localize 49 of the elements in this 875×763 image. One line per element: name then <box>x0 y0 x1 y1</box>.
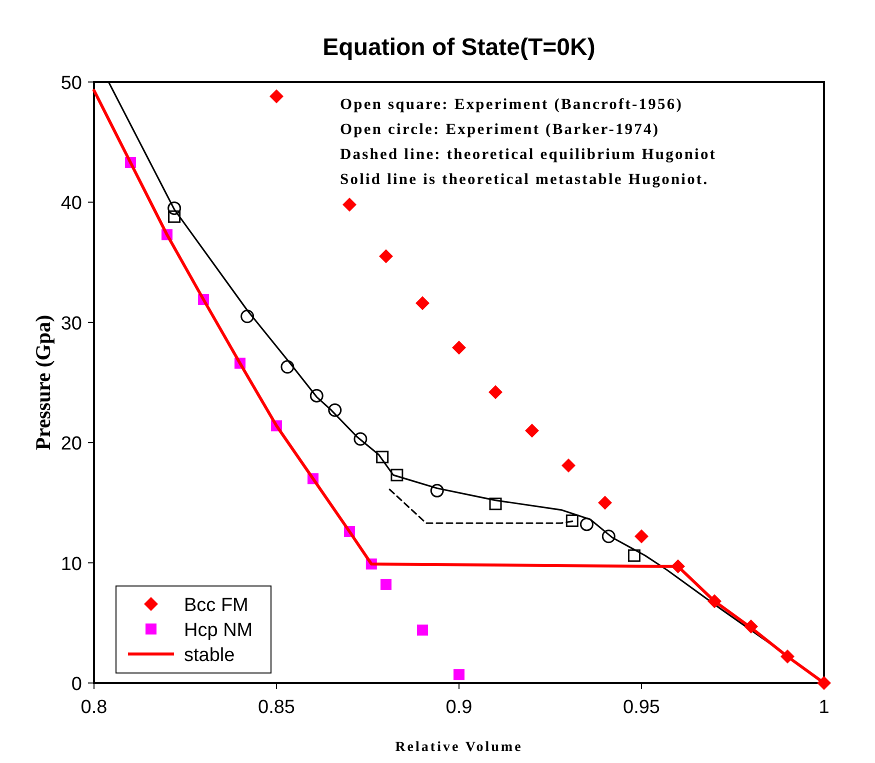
y-tick-label: 20 <box>60 434 82 455</box>
point <box>354 432 368 446</box>
point <box>525 424 539 438</box>
point <box>628 549 640 562</box>
point <box>168 201 182 215</box>
y-tick-label: 40 <box>60 193 82 214</box>
point <box>168 210 181 223</box>
point <box>634 529 648 544</box>
y-tick-label: 0 <box>71 674 82 695</box>
x-tick-label: 1 <box>818 697 830 718</box>
point <box>602 530 616 544</box>
x-tick-label: 0.95 <box>623 697 660 718</box>
y-tick-label: 30 <box>60 313 82 334</box>
legend-label: Bcc FM <box>184 595 248 616</box>
x-tick-label: 0.9 <box>446 697 472 718</box>
point <box>580 518 594 532</box>
point <box>310 388 324 402</box>
point <box>430 484 444 498</box>
legend-label: Hcp NM <box>184 620 253 641</box>
point <box>416 296 430 310</box>
point <box>280 360 294 374</box>
point <box>452 340 466 355</box>
point <box>562 458 576 472</box>
point <box>240 310 254 324</box>
chart-title: Equation of State(T=0K) <box>322 34 596 61</box>
legend-label: stable <box>184 645 235 666</box>
point <box>270 89 284 104</box>
y-tick-label: 50 <box>60 73 82 94</box>
point <box>598 496 612 510</box>
x-tick-label: 0.8 <box>80 697 108 718</box>
annotation: Dashed line: theoretical equilibrium Hugoniot <box>340 146 717 163</box>
annotation: Solid line is theoretical metastable Hugoniot. <box>340 171 709 188</box>
annotation: Open square: Experiment (Bancroft-1956) <box>340 96 683 113</box>
point <box>390 468 404 482</box>
point <box>380 578 392 590</box>
point <box>417 624 428 636</box>
x-tick-label: 0.85 <box>258 697 295 718</box>
point <box>454 669 464 680</box>
point <box>328 403 342 417</box>
point <box>376 450 389 464</box>
annotation: Open circle: Experiment (Barker-1974) <box>340 121 660 138</box>
point <box>379 249 393 264</box>
y-axis-title: Pressure (Gpa) <box>31 314 55 450</box>
y-tick-label: 10 <box>60 554 82 575</box>
point <box>342 198 356 212</box>
point <box>566 514 578 527</box>
x-axis-title: Relative Volume <box>395 740 523 755</box>
point <box>488 385 502 400</box>
point <box>489 498 502 510</box>
